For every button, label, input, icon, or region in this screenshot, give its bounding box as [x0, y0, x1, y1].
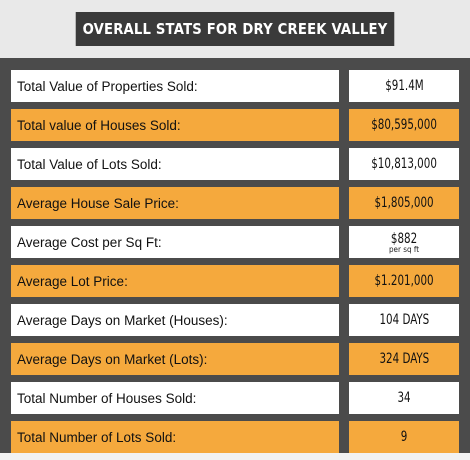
page-title: OVERALL STATS FOR DRY CREEK VALLEY [75, 12, 395, 46]
stat-row-avg-lot-price: Average Lot Price: $1.201,000 [11, 265, 459, 297]
stat-label: Average Lot Price: [11, 265, 339, 297]
stat-row-lots-count: Total Number of Lots Sold: 9 [11, 421, 459, 453]
stat-row-days-lots: Average Days on Market (Lots): 324 DAYS [11, 343, 459, 375]
stat-value: $91.4M [349, 70, 459, 102]
stat-value: 324 DAYS [349, 343, 459, 375]
stat-row-cost-per-sqft: Average Cost per Sq Ft: $882 per sq ft [11, 226, 459, 258]
stat-label: Average Days on Market (Houses): [11, 304, 339, 336]
stat-row-total-value: Total Value of Properties Sold: $91.4M [11, 70, 459, 102]
stat-label: Average Days on Market (Lots): [11, 343, 339, 375]
stat-row-days-houses: Average Days on Market (Houses): 104 DAY… [11, 304, 459, 336]
stats-table: Total Value of Properties Sold: $91.4M T… [11, 70, 459, 460]
stat-value: 104 DAYS [349, 304, 459, 336]
stat-value: $80,595,000 [349, 109, 459, 141]
stat-value: $1.201,000 [349, 265, 459, 297]
stat-value: $10,813,000 [349, 148, 459, 180]
stat-row-houses-value: Total value of Houses Sold: $80,595,000 [11, 109, 459, 141]
stat-row-lots-value: Total Value of Lots Sold: $10,813,000 [11, 148, 459, 180]
stat-value: 9 [349, 421, 459, 453]
stat-label: Average House Sale Price: [11, 187, 339, 219]
stat-label: Total Value of Lots Sold: [11, 148, 339, 180]
stat-label: Total Number of Lots Sold: [11, 421, 339, 453]
stat-value: $882 per sq ft [349, 226, 459, 258]
stat-label: Total value of Houses Sold: [11, 109, 339, 141]
stat-label: Total Number of Houses Sold: [11, 382, 339, 414]
stat-label: Total Value of Properties Sold: [11, 70, 339, 102]
stat-row-houses-count: Total Number of Houses Sold: 34 [11, 382, 459, 414]
stat-unit: per sq ft [388, 244, 420, 254]
stat-value: $1,805,000 [349, 187, 459, 219]
stat-value: 34 [349, 382, 459, 414]
stat-row-avg-house-price: Average House Sale Price: $1,805,000 [11, 187, 459, 219]
stat-label: Average Cost per Sq Ft: [11, 226, 339, 258]
